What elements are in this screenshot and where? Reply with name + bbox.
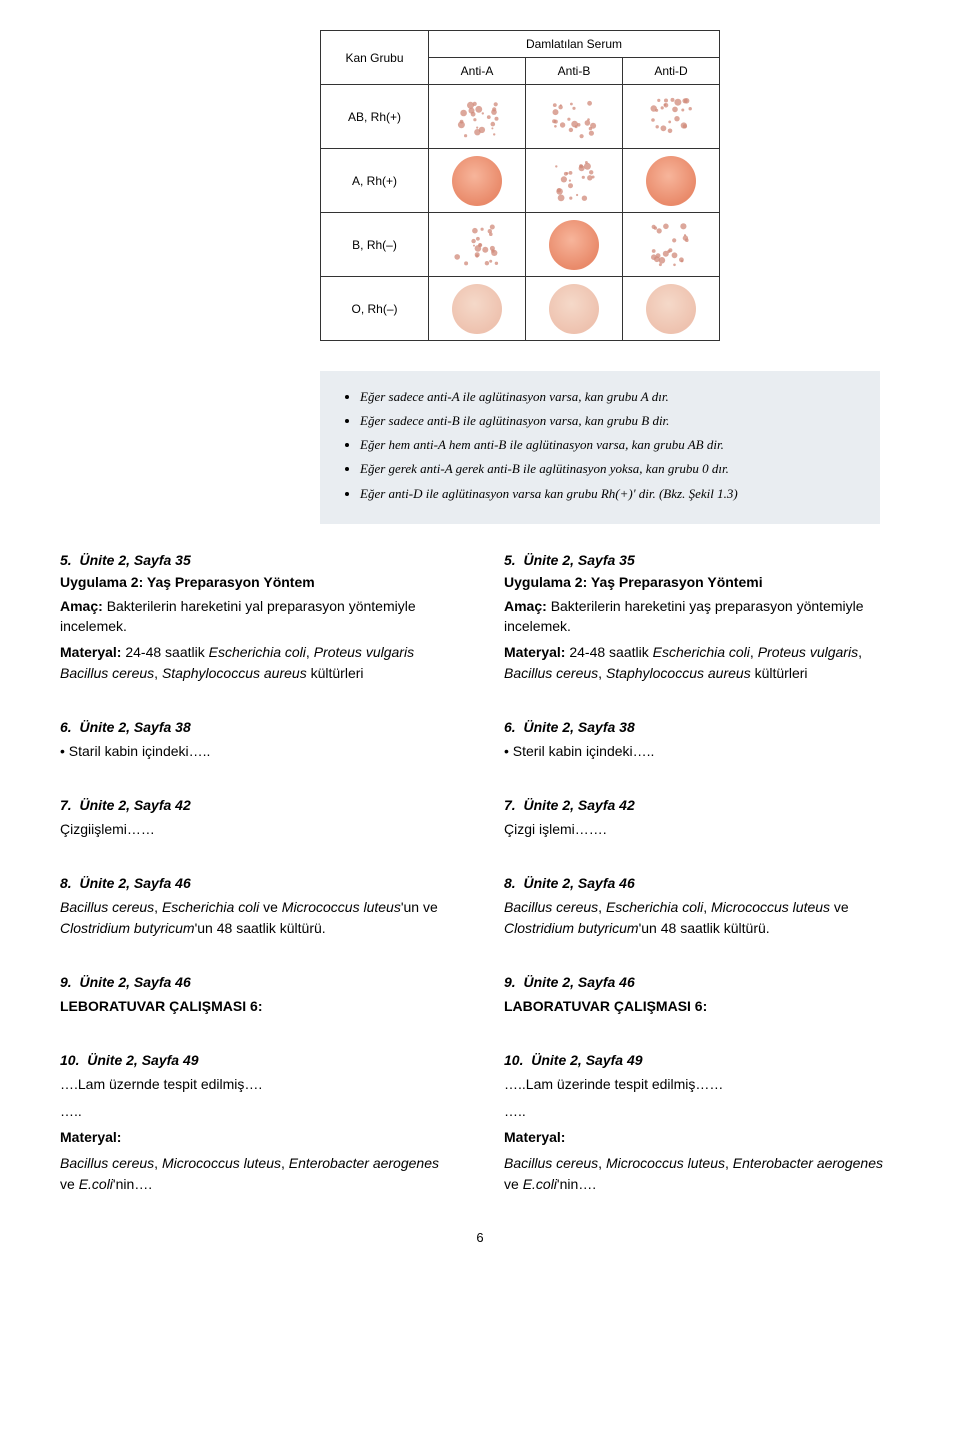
blood-cell bbox=[525, 149, 622, 213]
sec6-left: 6. Ünite 2, Sayfa 38 • Staril kabin için… bbox=[60, 719, 456, 767]
title-5r: Uygulama 2: Yaş Preparasyon Yöntemi bbox=[504, 574, 900, 590]
loc-6l: Ünite 2, Sayfa 38 bbox=[79, 719, 190, 735]
l2-10l: ….. bbox=[60, 1101, 456, 1121]
blood-cell bbox=[428, 213, 525, 277]
text-9l: LEBORATUVAR ÇALIŞMASI 6: bbox=[60, 996, 456, 1016]
num-9r: 9. bbox=[504, 974, 516, 990]
bullet-item: Eğer sadece anti-A ile aglütinasyon vars… bbox=[360, 387, 858, 407]
num-7l: 7. bbox=[60, 797, 72, 813]
loc-5l: Ünite 2, Sayfa 35 bbox=[79, 552, 190, 568]
row-10: 10. Ünite 2, Sayfa 49 ….Lam üzernde tesp… bbox=[60, 1052, 900, 1199]
loc-7l: Ünite 2, Sayfa 42 bbox=[79, 797, 190, 813]
blood-cell bbox=[525, 85, 622, 149]
row-9: 9. Ünite 2, Sayfa 46 LEBORATUVAR ÇALIŞMA… bbox=[60, 974, 900, 1022]
blood-cell bbox=[428, 149, 525, 213]
col-anti-a: Anti-A bbox=[428, 58, 525, 85]
blood-cell bbox=[622, 85, 719, 149]
bullet-item: Eğer hem anti-A hem anti-B ile aglütinas… bbox=[360, 435, 858, 455]
text-8l: Bacillus cereus, Escherichia coli ve Mic… bbox=[60, 897, 456, 938]
num-5r: 5. bbox=[504, 552, 516, 568]
row-8: 8. Ünite 2, Sayfa 46 Bacillus cereus, Es… bbox=[60, 875, 900, 944]
amac-5l: Bakterilerin hareketini yal preparasyon … bbox=[60, 598, 416, 634]
bullet-item: Eğer sadece anti-B ile aglütinasyon vars… bbox=[360, 411, 858, 431]
matlabel-10l: Materyal: bbox=[60, 1129, 121, 1145]
blood-cell bbox=[428, 277, 525, 341]
l2-10r: ….. bbox=[504, 1101, 900, 1121]
row-7: 7. Ünite 2, Sayfa 42 Çizgiişlemi…… 7. Ün… bbox=[60, 797, 900, 845]
title-5l: Uygulama 2: Yaş Preparasyon Yöntem bbox=[60, 574, 456, 590]
sec9-left: 9. Ünite 2, Sayfa 46 LEBORATUVAR ÇALIŞMA… bbox=[60, 974, 456, 1022]
col-anti-d: Anti-D bbox=[622, 58, 719, 85]
serum-header: Damlatılan Serum bbox=[428, 31, 719, 58]
loc-6r: Ünite 2, Sayfa 38 bbox=[523, 719, 634, 735]
matlabel-10r: Materyal: bbox=[504, 1129, 565, 1145]
blood-cell bbox=[622, 277, 719, 341]
text-6l: Staril kabin içindeki….. bbox=[69, 743, 211, 759]
text-7r: Çizgi işlemi……. bbox=[504, 819, 900, 839]
num-6r: 6. bbox=[504, 719, 516, 735]
bullet-item: Eğer gerek anti-A gerek anti-B ile aglüt… bbox=[360, 459, 858, 479]
text-7l: Çizgiişlemi…… bbox=[60, 819, 456, 839]
sec5-right: 5. Ünite 2, Sayfa 35 Uygulama 2: Yaş Pre… bbox=[504, 552, 900, 689]
explanation-card: Eğer sadece anti-A ile aglütinasyon vars… bbox=[320, 371, 880, 524]
mat-label-5l: Materyal: bbox=[60, 644, 121, 660]
loc-9r: Ünite 2, Sayfa 46 bbox=[523, 974, 634, 990]
amac-label-5r: Amaç: bbox=[504, 598, 547, 614]
sec7-left: 7. Ünite 2, Sayfa 42 Çizgiişlemi…… bbox=[60, 797, 456, 845]
amac-label-5l: Amaç: bbox=[60, 598, 103, 614]
blood-cell bbox=[622, 149, 719, 213]
blood-row-label: A, Rh(+) bbox=[321, 149, 429, 213]
loc-10r: Ünite 2, Sayfa 49 bbox=[531, 1052, 642, 1068]
blood-table: Kan Grubu Damlatılan Serum Anti-A Anti-B… bbox=[320, 30, 720, 341]
l1-10l: ….Lam üzernde tespit edilmiş…. bbox=[60, 1074, 456, 1094]
num-7r: 7. bbox=[504, 797, 516, 813]
mat-10r: Bacillus cereus, Micrococcus luteus, Ent… bbox=[504, 1153, 900, 1194]
row-header: Kan Grubu bbox=[321, 31, 429, 85]
blood-cell bbox=[622, 213, 719, 277]
text-6r: Steril kabin içindeki….. bbox=[513, 743, 655, 759]
num-9l: 9. bbox=[60, 974, 72, 990]
loc-9l: Ünite 2, Sayfa 46 bbox=[79, 974, 190, 990]
mat-10l: Bacillus cereus, Micrococcus luteus, Ent… bbox=[60, 1153, 456, 1194]
blood-row-label: B, Rh(–) bbox=[321, 213, 429, 277]
mat-label-5r: Materyal: bbox=[504, 644, 565, 660]
blood-row-label: O, Rh(–) bbox=[321, 277, 429, 341]
amac-5r: Bakterilerin hareketini yaş preparasyon … bbox=[504, 598, 864, 634]
loc-5r: Ünite 2, Sayfa 35 bbox=[523, 552, 634, 568]
text-8r: Bacillus cereus, Escherichia coli, Micro… bbox=[504, 897, 900, 938]
row-5: 5. Ünite 2, Sayfa 35 Uygulama 2: Yaş Pre… bbox=[60, 552, 900, 689]
loc-7r: Ünite 2, Sayfa 42 bbox=[523, 797, 634, 813]
bullet-list: Eğer sadece anti-A ile aglütinasyon vars… bbox=[342, 387, 858, 504]
sec9-right: 9. Ünite 2, Sayfa 46 LABORATUVAR ÇALIŞMA… bbox=[504, 974, 900, 1022]
blood-typing-table: Kan Grubu Damlatılan Serum Anti-A Anti-B… bbox=[320, 30, 720, 341]
blood-row-label: AB, Rh(+) bbox=[321, 85, 429, 149]
num-10l: 10. bbox=[60, 1052, 79, 1068]
col-anti-b: Anti-B bbox=[525, 58, 622, 85]
sec8-left: 8. Ünite 2, Sayfa 46 Bacillus cereus, Es… bbox=[60, 875, 456, 944]
bullet-item: Eğer anti-D ile aglütinasyon varsa kan g… bbox=[360, 484, 858, 504]
num-10r: 10. bbox=[504, 1052, 523, 1068]
sec8-right: 8. Ünite 2, Sayfa 46 Bacillus cereus, Es… bbox=[504, 875, 900, 944]
loc-10l: Ünite 2, Sayfa 49 bbox=[87, 1052, 198, 1068]
sec10-right: 10. Ünite 2, Sayfa 49 …..Lam üzerinde te… bbox=[504, 1052, 900, 1199]
row-6: 6. Ünite 2, Sayfa 38 • Staril kabin için… bbox=[60, 719, 900, 767]
sec7-right: 7. Ünite 2, Sayfa 42 Çizgi işlemi……. bbox=[504, 797, 900, 845]
num-6l: 6. bbox=[60, 719, 72, 735]
page-number: 6 bbox=[60, 1230, 900, 1245]
blood-cell bbox=[525, 213, 622, 277]
loc-8l: Ünite 2, Sayfa 46 bbox=[79, 875, 190, 891]
blood-cell bbox=[428, 85, 525, 149]
num-8r: 8. bbox=[504, 875, 516, 891]
num-8l: 8. bbox=[60, 875, 72, 891]
sec6-right: 6. Ünite 2, Sayfa 38 • Steril kabin için… bbox=[504, 719, 900, 767]
blood-cell bbox=[525, 277, 622, 341]
l1-10r: …..Lam üzerinde tespit edilmiş…… bbox=[504, 1074, 900, 1094]
sec10-left: 10. Ünite 2, Sayfa 49 ….Lam üzernde tesp… bbox=[60, 1052, 456, 1199]
loc-8r: Ünite 2, Sayfa 46 bbox=[523, 875, 634, 891]
sec5-left: 5. Ünite 2, Sayfa 35 Uygulama 2: Yaş Pre… bbox=[60, 552, 456, 689]
text-9r: LABORATUVAR ÇALIŞMASI 6: bbox=[504, 996, 900, 1016]
num-5l: 5. bbox=[60, 552, 72, 568]
